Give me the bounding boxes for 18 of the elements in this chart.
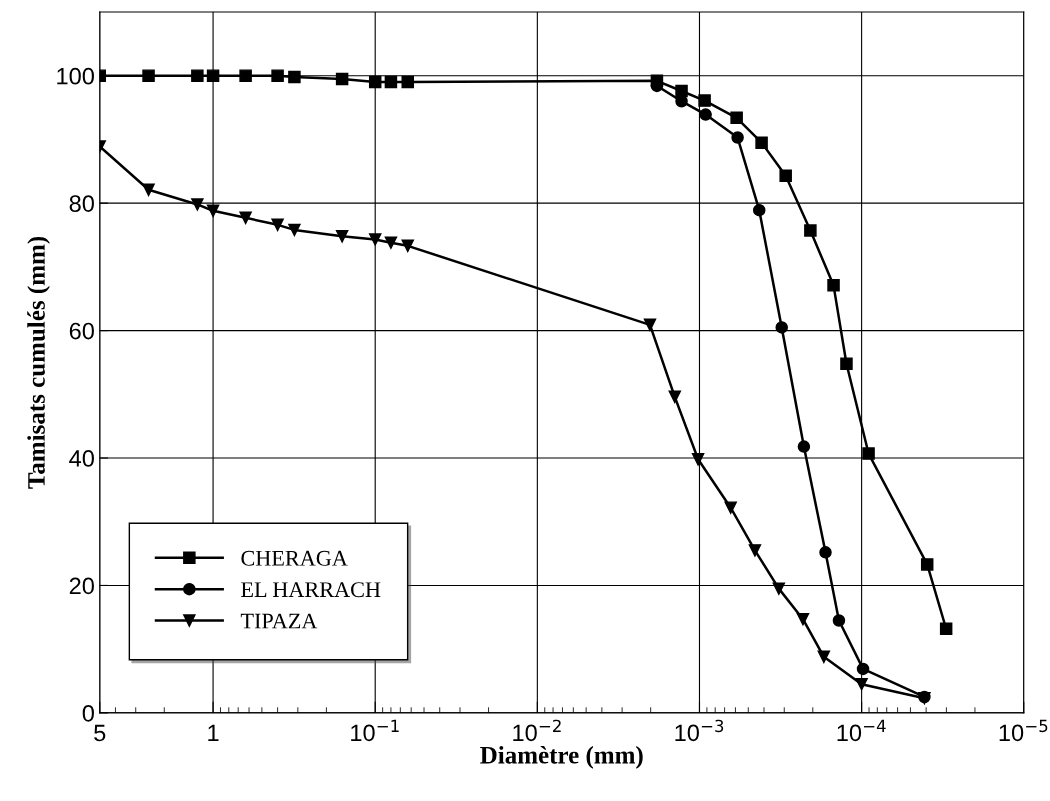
- x-tick-label: 10$^{−5}$: [999, 719, 1048, 742]
- x-tick-label: 5: [94, 724, 106, 742]
- x-tick-label: 10$^{−3}$: [675, 719, 724, 742]
- legend-label: CHERAGA: [241, 550, 348, 566]
- x-tick-label: 10$^{−4}$: [837, 719, 886, 742]
- y-tick-label: 100: [57, 67, 94, 85]
- x-tick-label: 10$^{−1}$: [351, 719, 399, 742]
- x-axis-title: Diamètre (mm): [480, 746, 643, 769]
- x-tick-label: 1: [208, 724, 219, 742]
- x-tick-label: 10$^{−2}$: [513, 719, 561, 742]
- legend-label: TIPAZA: [240, 613, 318, 629]
- y-tick-label: 40: [69, 450, 94, 467]
- y-tick-label: 0: [82, 704, 94, 722]
- y-tick-label: 80: [69, 195, 94, 212]
- y-axis-title: Tamisats cumulés (mm): [27, 236, 50, 489]
- legend-label: EL HARRACH: [241, 582, 381, 598]
- y-tick-label: 60: [69, 322, 94, 340]
- y-tick-label: 20: [69, 577, 94, 595]
